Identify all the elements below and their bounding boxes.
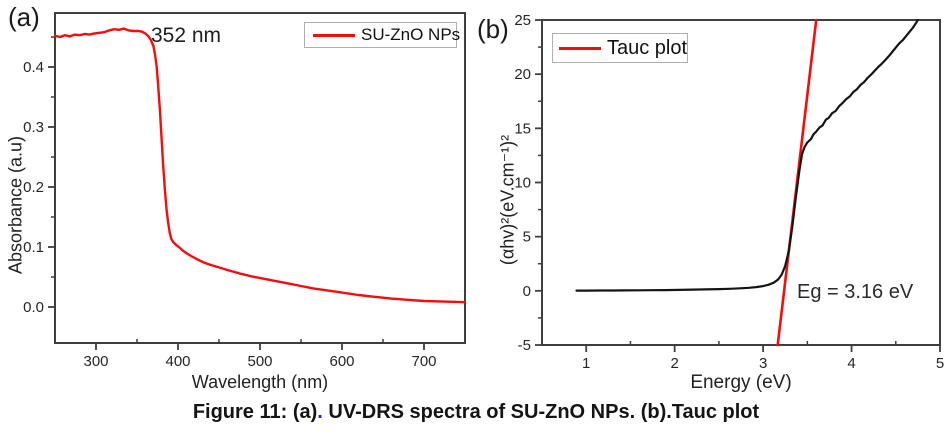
caption-part1: Figure 11: (a) xyxy=(192,401,318,423)
x-tick-label: 4 xyxy=(847,355,855,372)
legend-line-swatch xyxy=(559,46,601,50)
band-gap-annotation: Eg = 3.16 eV xyxy=(797,281,914,303)
x-tick-label: 2 xyxy=(670,355,678,372)
panel-b-label: (b) xyxy=(477,14,509,44)
y-tick-label: 15 xyxy=(514,120,531,137)
y-tick-label: 25 xyxy=(514,12,531,29)
energy-axis-title: Energy (eV) xyxy=(690,372,792,393)
legend-a: SU-ZnO NPs xyxy=(304,22,461,48)
y-tick-label: 0.2 xyxy=(23,179,44,196)
y-tick-label: 0.0 xyxy=(23,299,44,316)
x-tick-label: 400 xyxy=(165,353,190,370)
plot-frame xyxy=(54,12,466,344)
panel-a-label: (a) xyxy=(8,2,40,32)
tauc-axis-title: (αhv)²(eV.cm⁻¹)² xyxy=(497,134,518,266)
y-tick-label: 0.3 xyxy=(23,119,44,136)
y-tick-label: 0.1 xyxy=(23,239,44,256)
x-tick-label: 600 xyxy=(329,353,354,370)
x-tick-label: 3 xyxy=(759,355,767,372)
y-tick-label: 0.4 xyxy=(23,59,44,76)
x-tick-label: 5 xyxy=(936,355,944,372)
legend-b: Tauc plot xyxy=(552,33,688,63)
absorption-edge-annotation: 352 nm xyxy=(151,24,222,47)
y-tick-label: 0 xyxy=(523,283,531,300)
x-tick-label: 700 xyxy=(411,353,436,370)
absorbance-axis-title: Absorbance (a.u) xyxy=(5,135,26,275)
series-absorption-data xyxy=(575,18,919,292)
y-tick-label: -5 xyxy=(518,337,531,354)
caption-part2: UV-DRS spectra of SU-ZnO NPs. (b).Tauc p… xyxy=(322,401,760,423)
legend-line-swatch xyxy=(313,33,355,37)
x-tick-label: 300 xyxy=(83,353,108,370)
x-tick-label: 1 xyxy=(582,355,590,372)
y-tick-label: 5 xyxy=(523,229,531,246)
tauc-chart: 1 2 3 4 5 -5 0 5 10 15 20 25 xyxy=(514,12,944,372)
caption-blue-period: . xyxy=(317,401,323,423)
series-su-zno-nps xyxy=(53,27,467,304)
y-tick-label: 20 xyxy=(514,66,531,83)
wavelength-axis-title: Wavelength (nm) xyxy=(191,372,329,392)
legend-a-label: SU-ZnO NPs xyxy=(361,25,461,44)
legend-b-label: Tauc plot xyxy=(607,36,688,59)
y-tick-label: 10 xyxy=(514,175,531,192)
figure-caption: Figure 11: (a). UV-DRS spectra of SU-ZnO… xyxy=(0,401,952,424)
x-tick-label: 500 xyxy=(247,353,272,370)
uvdrs-chart: 300 400 500 600 700 0.0 0.1 0.2 0.3 0.4 xyxy=(23,12,467,370)
